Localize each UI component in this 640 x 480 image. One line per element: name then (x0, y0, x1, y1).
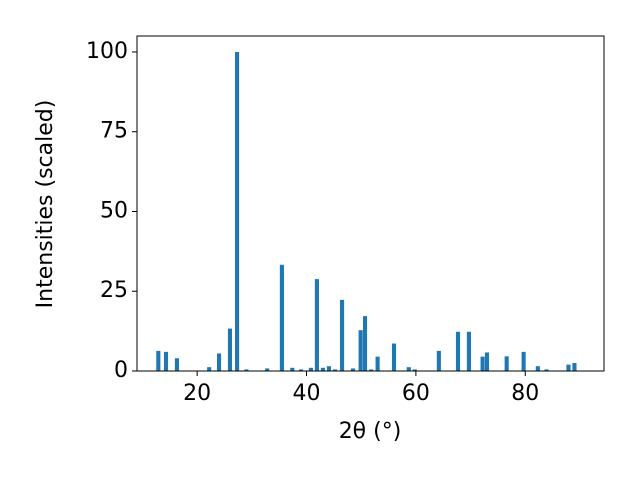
bar (326, 366, 331, 371)
bar (290, 367, 295, 371)
bar (521, 351, 526, 371)
y-axis-label: Intensities (scaled) (33, 100, 58, 309)
bar (279, 264, 284, 371)
plot-frame (136, 35, 605, 372)
y-tick-label: 0 (114, 358, 128, 383)
bar (480, 356, 485, 371)
x-axis-label: 2θ (°) (339, 419, 402, 444)
bar (174, 358, 179, 371)
bar (572, 363, 577, 371)
bar (350, 368, 356, 371)
bar (340, 299, 345, 371)
bar (406, 367, 411, 371)
x-tick-label: 20 (183, 381, 211, 406)
bar (455, 331, 461, 371)
y-tick-label: 100 (86, 39, 128, 64)
bar (320, 367, 325, 371)
bar (368, 369, 374, 371)
bar (163, 351, 169, 371)
bar (566, 364, 571, 371)
bar (216, 353, 222, 371)
bar (314, 279, 319, 371)
bar (332, 369, 338, 371)
bar (244, 369, 249, 371)
y-tick-label: 50 (100, 198, 128, 223)
bar (227, 328, 233, 371)
bar (375, 356, 380, 371)
bar (265, 368, 270, 371)
bar (391, 343, 397, 371)
x-tick-label: 60 (402, 381, 430, 406)
bar (207, 367, 212, 371)
bar (504, 356, 509, 371)
bar (412, 369, 417, 371)
bar (436, 350, 441, 371)
bar (466, 331, 471, 371)
bar (358, 330, 363, 371)
bar (308, 367, 313, 371)
bar (484, 352, 490, 371)
x-tick-label: 40 (293, 381, 321, 406)
y-tick-label: 25 (100, 278, 128, 303)
bar (299, 369, 304, 371)
y-tick-label: 75 (100, 119, 128, 144)
bar (156, 350, 161, 371)
x-tick-label: 80 (511, 381, 539, 406)
bar (362, 316, 368, 371)
bar (544, 369, 549, 371)
bar (535, 366, 540, 371)
bar (235, 51, 240, 371)
